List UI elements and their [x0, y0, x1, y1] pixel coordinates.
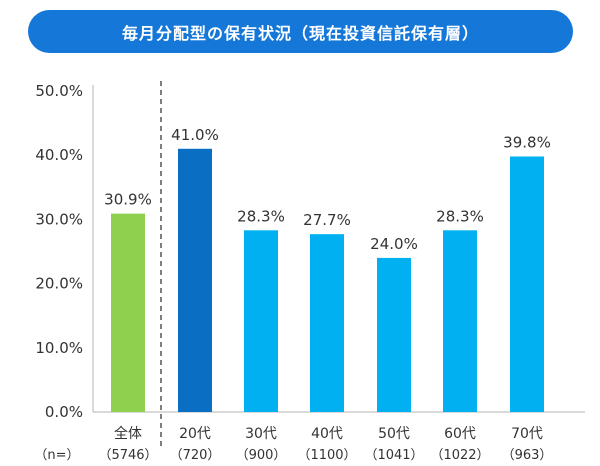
- y-tick-label: 40.0%: [35, 146, 83, 164]
- sample-size-label: （720）: [170, 448, 221, 463]
- bar-value-label: 41.0%: [171, 126, 219, 144]
- chart-title-banner: 毎月分配型の保有状況（現在投資信託保有層）: [28, 10, 573, 53]
- bar: [377, 257, 411, 412]
- bar: [178, 148, 212, 412]
- bar-value-label: 24.0%: [370, 235, 418, 253]
- y-tick-label: 10.0%: [35, 339, 83, 357]
- bar-value-label: 28.3%: [237, 207, 285, 225]
- n-label: （n=）: [34, 448, 79, 463]
- x-category-label: 全体: [114, 425, 142, 442]
- bar-value-label: 27.7%: [303, 211, 351, 229]
- x-category-label: 20代: [179, 426, 211, 442]
- bar-value-label: 39.8%: [503, 133, 551, 151]
- sample-size-label: （963）: [502, 448, 553, 463]
- x-category-label: 30代: [245, 426, 277, 442]
- y-tick-label: 20.0%: [35, 275, 83, 293]
- bar: [111, 213, 145, 412]
- sample-size-label: （900）: [236, 448, 287, 463]
- y-tick-label: 0.0%: [45, 403, 83, 421]
- chart-title: 毎月分配型の保有状況（現在投資信託保有層）: [121, 23, 479, 43]
- bar-value-label: 30.9%: [104, 191, 152, 209]
- sample-size-label: （1022）: [430, 448, 489, 463]
- sample-size-label: （5746）: [98, 448, 157, 463]
- bar: [244, 230, 278, 412]
- sample-size-label: （1100）: [297, 448, 356, 463]
- x-category-label: 40代: [311, 426, 343, 442]
- bar: [443, 230, 477, 412]
- bar: [510, 156, 544, 412]
- sample-size-label: （1041）: [364, 448, 423, 463]
- y-tick-label: 50.0%: [35, 82, 83, 100]
- y-tick-label: 30.0%: [35, 210, 83, 228]
- bar-value-label: 28.3%: [436, 207, 484, 225]
- x-category-label: 70代: [511, 426, 543, 442]
- x-category-label: 50代: [378, 426, 410, 442]
- bar: [310, 234, 344, 412]
- x-category-label: 60代: [444, 426, 476, 442]
